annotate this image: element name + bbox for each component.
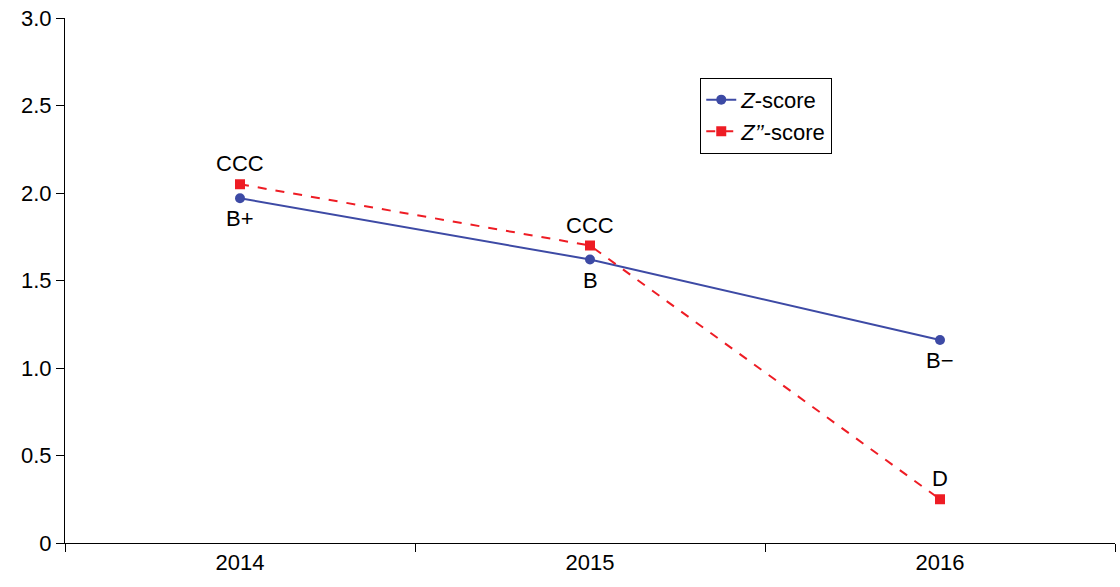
svg-text:CCC: CCC [566, 213, 614, 238]
svg-text:B: B [583, 268, 598, 293]
svg-text:B+: B+ [226, 206, 254, 231]
svg-text:2.0: 2.0 [21, 181, 52, 206]
svg-text:2015: 2015 [566, 550, 615, 575]
svg-text:2016: 2016 [916, 550, 965, 575]
svg-text:0.5: 0.5 [21, 443, 52, 468]
svg-text:CCC: CCC [216, 151, 264, 176]
svg-text:1.5: 1.5 [21, 268, 52, 293]
svg-text:2014: 2014 [216, 550, 265, 575]
svg-text:Z’’-score: Z’’-score [740, 120, 825, 145]
svg-text:D: D [932, 466, 948, 491]
svg-text:Z-score: Z-score [740, 88, 816, 113]
svg-text:1.0: 1.0 [21, 356, 52, 381]
svg-text:2.5: 2.5 [21, 93, 52, 118]
svg-text:B−: B− [926, 348, 954, 373]
svg-text:3.0: 3.0 [21, 6, 52, 31]
svg-text:0: 0 [39, 531, 51, 556]
